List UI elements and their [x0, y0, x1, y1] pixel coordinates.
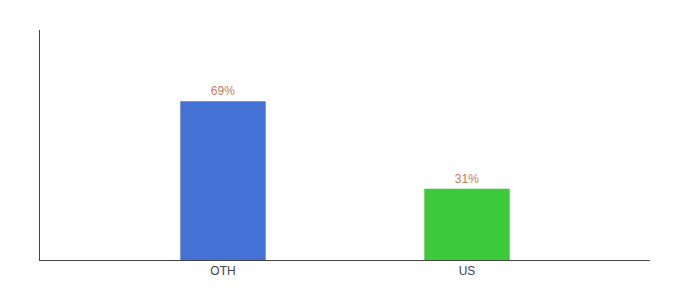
- svg-text:OTH: OTH: [210, 264, 235, 278]
- svg-text:31%: 31%: [455, 172, 479, 186]
- svg-text:69%: 69%: [211, 84, 235, 98]
- svg-text:US: US: [459, 264, 476, 278]
